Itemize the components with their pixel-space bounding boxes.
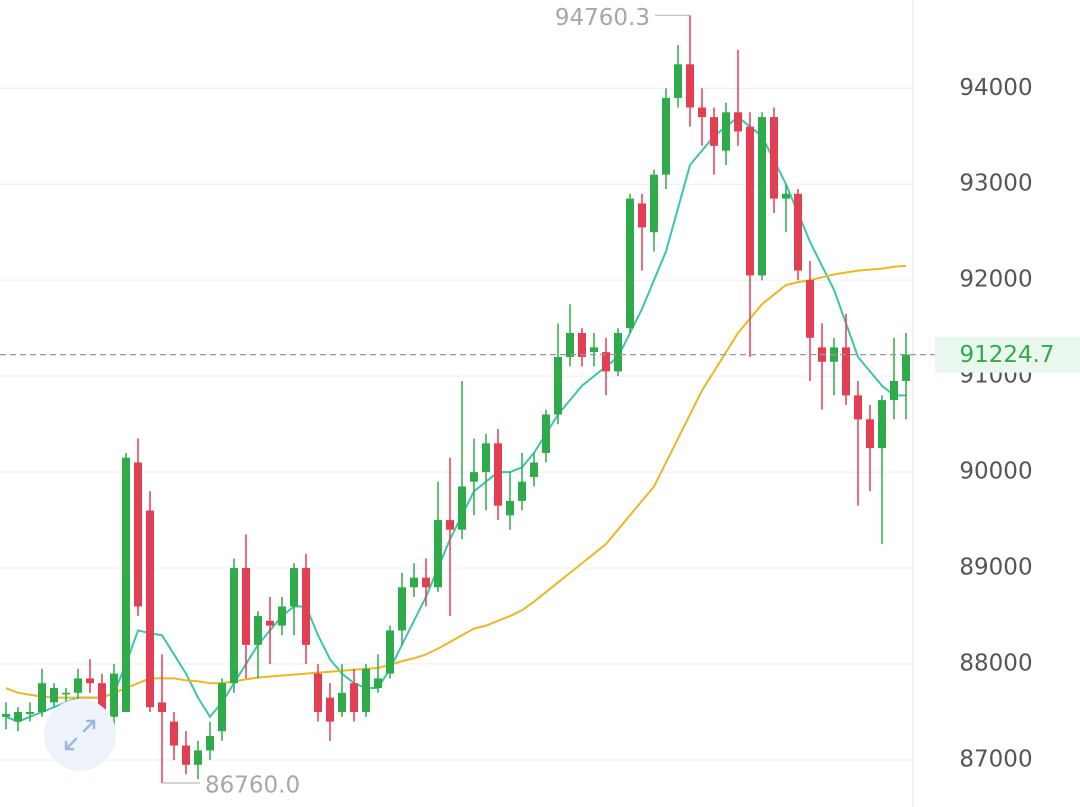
candle-body <box>206 735 214 751</box>
moving-averages <box>5 115 907 723</box>
candle-body <box>854 395 862 420</box>
y-tick-label: 92000 <box>959 267 1032 293</box>
expand-button-bg[interactable] <box>44 699 116 771</box>
candle-body <box>878 400 886 449</box>
candle-body <box>14 712 22 722</box>
candle-body <box>242 568 250 645</box>
candle-body <box>710 117 718 146</box>
candle-body <box>110 673 118 717</box>
candle-body <box>662 97 670 175</box>
candle-body <box>230 568 238 684</box>
candle-body <box>614 332 622 372</box>
candle-body <box>758 117 766 276</box>
candles <box>2 15 910 784</box>
y-tick-label: 88000 <box>959 651 1032 677</box>
candle-body <box>134 462 142 607</box>
candle-body <box>326 697 334 722</box>
candle-body <box>398 587 406 631</box>
candle-body <box>542 414 550 453</box>
candle-body <box>842 347 850 396</box>
candle-body <box>98 683 106 717</box>
candle-body <box>434 520 442 588</box>
candle-body <box>578 332 586 357</box>
candle-body <box>362 668 370 713</box>
candle-body <box>494 443 502 506</box>
moving-average-line <box>5 264 907 699</box>
candle-body <box>146 510 154 708</box>
candle-body <box>506 500 514 516</box>
candle-body <box>182 745 190 765</box>
candle-body <box>650 174 658 233</box>
annotations: 94760.3 86760.0 91224.7 <box>0 5 1080 799</box>
candle-body <box>698 107 706 118</box>
candle-body <box>290 568 298 607</box>
candle-body <box>278 606 286 626</box>
candle-body <box>314 673 322 713</box>
candle-body <box>770 117 778 199</box>
candle-body <box>26 712 34 714</box>
candle-body <box>218 683 226 732</box>
candle-body <box>410 577 418 588</box>
candle-body <box>590 347 598 353</box>
candle-body <box>554 356 562 415</box>
candle-body <box>170 721 178 746</box>
expand-icon[interactable] <box>64 719 96 751</box>
candle-body <box>86 678 94 684</box>
candle-body <box>50 688 58 703</box>
expand-button[interactable] <box>44 699 116 771</box>
low-label: 86760.0 <box>205 773 300 799</box>
candle-body <box>530 462 538 477</box>
candle-body <box>866 419 874 449</box>
candle-body <box>890 380 898 401</box>
candle-body <box>746 126 754 276</box>
y-tick-label: 94000 <box>959 75 1032 101</box>
candle-body <box>458 486 466 530</box>
candle-body <box>482 443 490 473</box>
candle-body <box>902 354 910 381</box>
candle-body <box>74 678 82 693</box>
moving-average-line <box>5 115 906 723</box>
candle-body <box>446 520 454 530</box>
candle-body <box>638 203 646 228</box>
candle-body <box>602 352 610 372</box>
candle-body <box>302 568 310 645</box>
candle-body <box>338 692 346 713</box>
candle-body <box>386 630 394 674</box>
candle-body <box>782 193 790 199</box>
candle-body <box>194 750 202 765</box>
candle-body <box>350 683 358 713</box>
candle-body <box>266 620 274 626</box>
y-tick-label: 93000 <box>959 171 1032 197</box>
y-tick-label: 87000 <box>959 746 1032 772</box>
high-label: 94760.3 <box>555 5 650 31</box>
candle-body <box>2 713 10 717</box>
candle-body <box>470 472 478 482</box>
candle-body <box>518 481 526 501</box>
candle-body <box>62 692 70 695</box>
last-price-box <box>935 336 1080 373</box>
candle-body <box>734 112 742 132</box>
candle-body <box>626 198 634 329</box>
candle-body <box>686 64 694 108</box>
candle-body <box>806 280 814 338</box>
candle-body <box>254 616 262 645</box>
y-tick-label: 89000 <box>959 555 1032 581</box>
candle-body <box>566 332 574 357</box>
candle-body <box>722 112 730 151</box>
last-price-label: 91224.7 <box>959 342 1054 368</box>
candle-body <box>158 702 166 713</box>
candle-body <box>422 577 430 588</box>
candle-body <box>374 678 382 689</box>
candle-body <box>122 457 130 713</box>
candle-body <box>674 64 682 98</box>
y-tick-label: 90000 <box>959 459 1032 485</box>
candle-body <box>38 683 46 713</box>
candle-body <box>794 193 802 271</box>
